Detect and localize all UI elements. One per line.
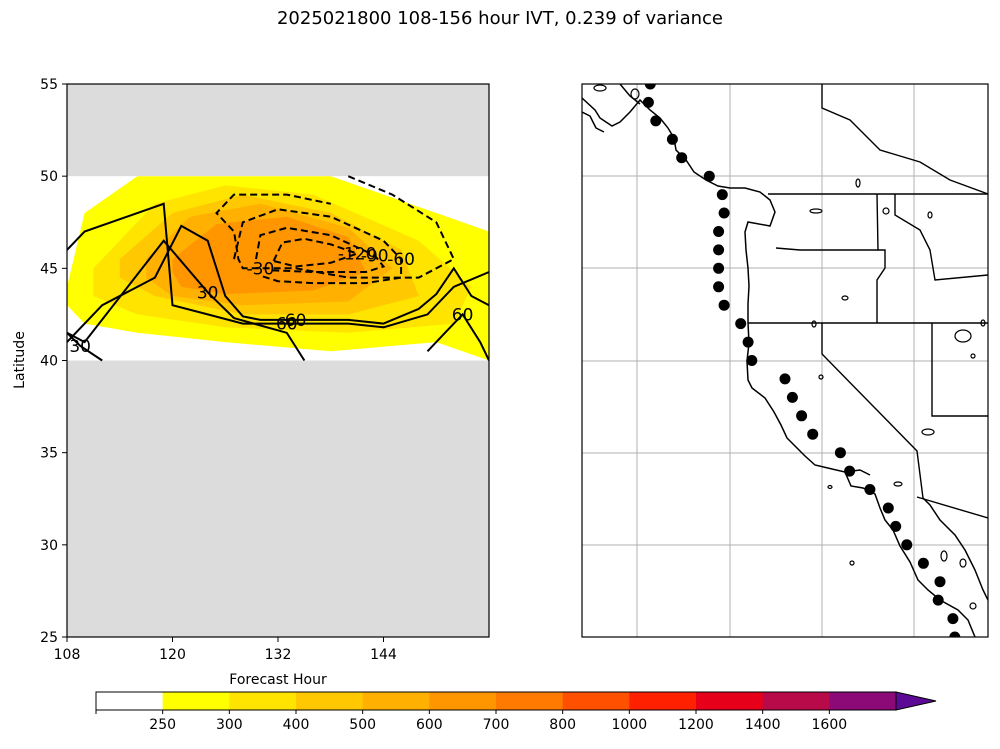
coast-point — [834, 447, 846, 459]
x-tick-label: 120 — [159, 647, 186, 663]
colorbar-swatch — [762, 692, 830, 710]
coast-point — [844, 465, 856, 477]
state-borders — [748, 84, 988, 519]
coast-point — [718, 207, 730, 219]
contour-label: 60 — [285, 311, 307, 331]
coast-point — [650, 115, 662, 127]
y-tick-label: 40 — [40, 354, 58, 370]
contour-label: 30 — [69, 337, 91, 357]
y-tick-label: 30 — [40, 538, 58, 554]
colorbar-tick-label: 1600 — [812, 717, 848, 733]
coast-point — [703, 170, 715, 182]
coast-point — [713, 281, 725, 293]
west-coast-map — [581, 83, 989, 638]
contour-label: 60 — [276, 315, 298, 335]
coast-point — [746, 355, 758, 366]
map-frame — [581, 83, 989, 638]
map-islands — [593, 84, 986, 610]
coast-point — [642, 96, 654, 108]
coast-point — [735, 318, 747, 330]
x-tick-label: 144 — [370, 647, 397, 663]
coast-point — [932, 594, 944, 606]
contour-label: -120 — [338, 245, 377, 265]
colorbar-swatch — [829, 692, 897, 710]
contour-line-30-3 — [67, 332, 103, 362]
contour-line-neg30-5 — [215, 175, 456, 279]
missing-data-top — [67, 84, 489, 177]
figure-title: 2025021800 108-156 hour IVT, 0.239 of va… — [276, 8, 723, 29]
colorbar-tick-label: 1200 — [678, 717, 714, 733]
filled-contour-600 — [172, 216, 366, 295]
coast-point — [713, 226, 725, 237]
coastline — [582, 84, 988, 637]
missing-data-bottom — [67, 360, 489, 637]
colorbar-swatch — [696, 692, 764, 710]
map-gridlines — [582, 84, 988, 637]
colorbar-extend-arrow — [895, 691, 937, 711]
contour-label: -60 — [387, 250, 415, 270]
colorbar-tick-label: 600 — [416, 717, 443, 733]
y-axis-label: Latitude — [12, 331, 28, 389]
colorbar-tick-label: 1000 — [612, 717, 648, 733]
coast-point — [786, 391, 798, 403]
coast-point — [676, 152, 688, 164]
colorbar-tick-label: 1400 — [745, 717, 781, 733]
y-tick-label: 55 — [40, 77, 58, 93]
coast-point — [644, 84, 656, 90]
coast-point — [742, 336, 754, 348]
colorbar-swatch — [96, 692, 164, 710]
coast-point — [713, 262, 725, 274]
contour-line-30-0 — [67, 239, 306, 362]
y-tick-label: 50 — [40, 169, 58, 185]
colorbar: 250 300 400 500 600 700 800 1000 1200 1400 1600 — [95, 691, 937, 733]
contour-label: 60 — [452, 305, 474, 325]
colorbar-tick-label: 700 — [483, 717, 510, 733]
colorbar-swatch — [562, 692, 630, 710]
contour-line-60-4 — [426, 312, 489, 361]
contour-line-neg120-8 — [272, 237, 361, 268]
colorbar-swatch — [429, 692, 497, 710]
coast-point — [716, 189, 728, 201]
colorbar-tick-label: 400 — [283, 717, 310, 733]
coast-point — [666, 133, 678, 145]
contour-line-neg60-6 — [233, 208, 403, 285]
colorbar-tick-label: 500 — [349, 717, 376, 733]
colorbar-tick-label: 800 — [549, 717, 576, 733]
x-tick-label: 132 — [265, 647, 292, 663]
y-tick-label: 25 — [40, 630, 58, 646]
contour-line-neg90-7 — [255, 226, 386, 273]
colorbar-tick-label: 250 — [149, 717, 176, 733]
coast-point — [718, 299, 730, 311]
coast-point — [796, 410, 808, 422]
contour-label: -30 — [247, 259, 275, 279]
coast-point — [890, 520, 902, 532]
colorbar-swatch — [296, 692, 364, 710]
x-axis-label: Forecast Hour — [229, 672, 327, 688]
y-tick-label: 45 — [40, 261, 58, 277]
coast-point — [713, 244, 725, 256]
colorbar-tick-label: 300 — [216, 717, 243, 733]
contour-line-60-2 — [67, 224, 489, 343]
colorbar-swatch — [162, 692, 230, 710]
y-tick-label: 35 — [40, 446, 58, 462]
coast-point — [947, 613, 959, 625]
coast-point — [807, 428, 819, 440]
contour-label: -90 — [361, 246, 389, 266]
coast-point — [779, 373, 791, 385]
coast-point — [917, 557, 929, 569]
coast-point — [949, 631, 961, 637]
coast-point — [901, 539, 913, 551]
colorbar-swatch — [229, 692, 297, 710]
contour-label: 30 — [197, 283, 219, 303]
coast-point — [882, 502, 894, 514]
colorbar-swatch — [362, 692, 430, 710]
x-tick-label: 108 — [54, 647, 81, 663]
colorbar-swatch — [496, 692, 564, 710]
coast-point — [934, 576, 946, 588]
colorbar-swatch — [629, 692, 697, 710]
coast-point — [864, 484, 876, 495]
contour-line-60-1 — [67, 202, 489, 329]
